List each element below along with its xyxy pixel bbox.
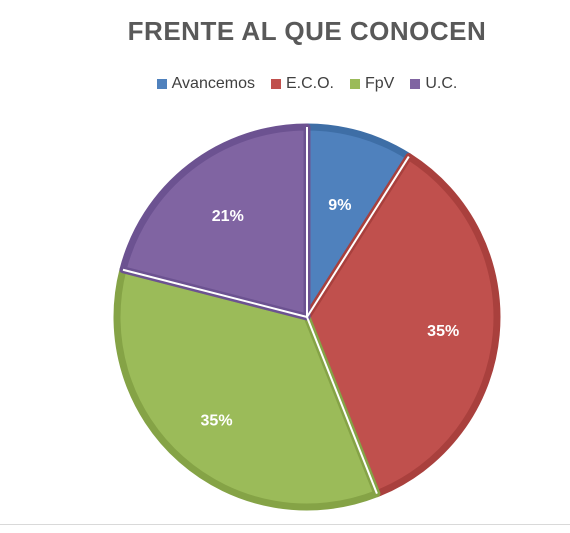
legend-swatch-eco [270,79,281,89]
data-label-uc: 21% [212,208,244,225]
legend-label-eco: E.C.O. [285,75,334,92]
slice-separator [122,268,308,318]
data-label-avancemos: 9% [328,197,351,214]
legend-item-avancemos: Avancemos [156,75,255,93]
chart-title: FRENTE AL QUE CONOCEN [127,16,487,46]
data-label-eco: 35% [427,323,459,340]
pie-slice-avancemos [303,123,413,321]
legend-label-avancemos: Avancemos [171,75,255,92]
legend-item-uc: U.C. [410,75,457,93]
legend-item-eco: E.C.O. [270,75,334,93]
divider [0,524,570,525]
legend-label-uc: U.C. [425,75,458,92]
legend-item-fpv: FpV [349,75,395,93]
data-label-fpv: 35% [201,413,233,430]
slice-separator [306,316,378,495]
legend-swatch-uc [410,79,421,89]
chart-legend: Avancemos E.C.O. FpV U.C. [0,75,570,93]
slice-separator [306,156,410,318]
pie-slice-fpv [113,266,381,511]
legend-swatch-fpv [349,79,360,89]
legend-swatch-avancemos [156,79,167,89]
pie-slice-uc [119,123,311,321]
pie-slice-eco [303,153,501,498]
legend-label-fpv: FpV [364,75,395,92]
